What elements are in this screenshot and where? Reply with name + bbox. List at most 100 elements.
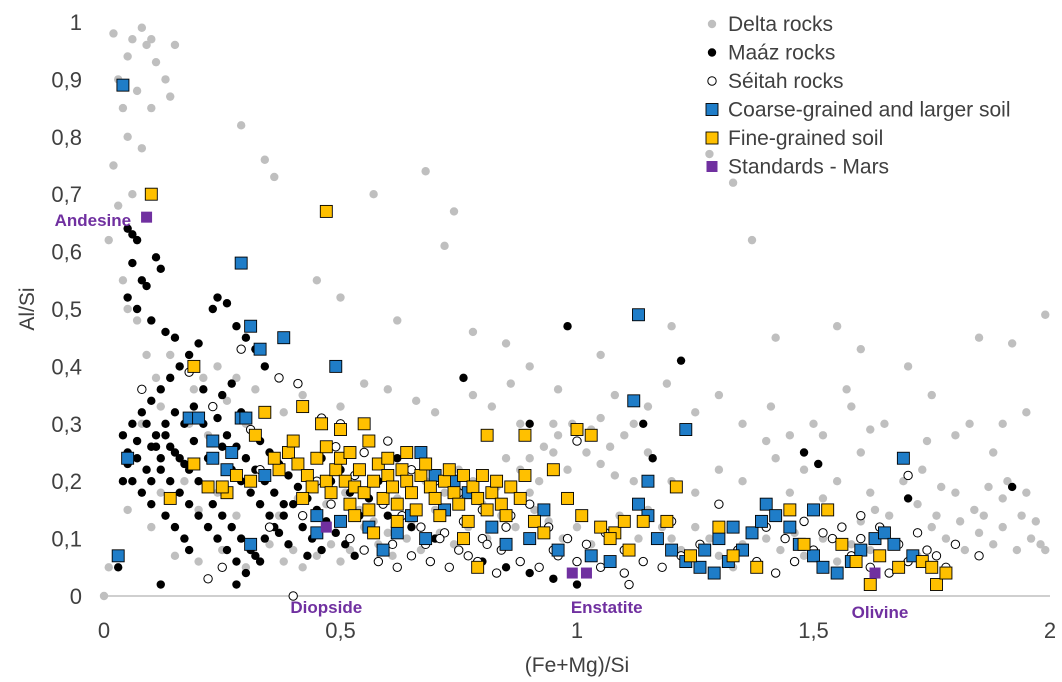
data-point [657, 562, 667, 572]
data-point [442, 463, 456, 477]
legend-item: Delta rocks [707, 13, 833, 36]
data-point [516, 419, 525, 428]
data-point [927, 522, 936, 532]
data-point [596, 350, 605, 360]
data-point [411, 396, 421, 406]
data-point [580, 567, 592, 579]
data-point [405, 486, 418, 500]
data-point [284, 540, 293, 549]
data-point [199, 385, 208, 394]
data-point [438, 474, 452, 488]
data-point [816, 560, 830, 574]
data-point [373, 556, 384, 567]
data-point [348, 509, 362, 523]
data-point [998, 494, 1007, 503]
data-point [359, 545, 369, 555]
data-point [357, 417, 371, 431]
data-point [213, 362, 222, 371]
data-point [939, 566, 953, 580]
data-point [856, 344, 865, 354]
data-point [513, 491, 527, 505]
data-point [170, 408, 180, 417]
data-point [208, 401, 218, 412]
data-point [317, 545, 326, 555]
data-point [296, 400, 310, 414]
data-point [485, 486, 499, 500]
data-point [563, 465, 572, 474]
data-point [454, 545, 464, 555]
y-tick-label: 0,3 [51, 412, 82, 437]
data-point [485, 520, 499, 534]
data-point [414, 446, 428, 459]
data-point [253, 342, 267, 356]
legend-item: Standards - Mars [706, 156, 889, 179]
data-point [770, 568, 781, 578]
legend-label: Coarse-grained and larger soil [728, 99, 1011, 122]
data-point [951, 431, 960, 440]
data-point [208, 499, 217, 509]
data-point [466, 480, 480, 494]
data-point [632, 497, 645, 511]
data-point [979, 511, 988, 520]
data-point [208, 304, 217, 314]
data-point [499, 537, 513, 551]
data-point [818, 528, 828, 538]
data-point [785, 488, 795, 497]
data-point [203, 522, 213, 532]
data-point [272, 463, 286, 477]
data-point [288, 591, 298, 601]
data-point [161, 75, 170, 84]
data-point [331, 528, 340, 538]
data-point [194, 557, 203, 566]
data-point [870, 505, 880, 515]
data-point [537, 503, 551, 517]
data-point [553, 431, 563, 440]
y-tick-label: 0,6 [51, 240, 82, 265]
data-point [679, 423, 693, 436]
data-point [123, 293, 132, 302]
data-point [331, 442, 341, 452]
data-point [581, 539, 592, 550]
data-point [147, 103, 156, 113]
x-tick-label: 0 [98, 618, 110, 643]
data-point [785, 431, 795, 440]
data-point [189, 436, 199, 446]
data-point [170, 40, 180, 50]
data-point [175, 362, 184, 371]
data-point [222, 545, 232, 555]
data-point [501, 522, 511, 532]
data-point [284, 471, 293, 480]
data-point [334, 423, 347, 436]
data-point [974, 528, 984, 538]
data-point [835, 537, 849, 551]
data-point [147, 499, 156, 509]
data-point [336, 293, 345, 302]
data-point [930, 578, 943, 591]
data-point [229, 469, 243, 482]
data-point [225, 446, 239, 459]
data-point [712, 520, 726, 534]
data-point [984, 482, 993, 492]
y-tick-label: 0,2 [51, 469, 82, 494]
data-point [142, 465, 151, 474]
data-point [232, 322, 241, 331]
legend-marker [707, 48, 717, 57]
data-point [319, 204, 333, 218]
data-point [691, 408, 700, 417]
data-point [113, 201, 123, 210]
data-point [471, 491, 485, 505]
data-point [187, 457, 201, 471]
data-point [142, 350, 151, 360]
data-point [222, 299, 232, 308]
data-point [132, 86, 142, 96]
annotation-diopside: Diopside [290, 598, 362, 617]
data-point [892, 560, 906, 574]
data-point [248, 428, 262, 442]
data-point [260, 155, 270, 164]
data-point [258, 405, 272, 419]
data-point [137, 144, 147, 153]
data-point [118, 276, 128, 285]
data-point [99, 591, 109, 601]
data-point [842, 385, 851, 394]
data-point [624, 579, 634, 590]
